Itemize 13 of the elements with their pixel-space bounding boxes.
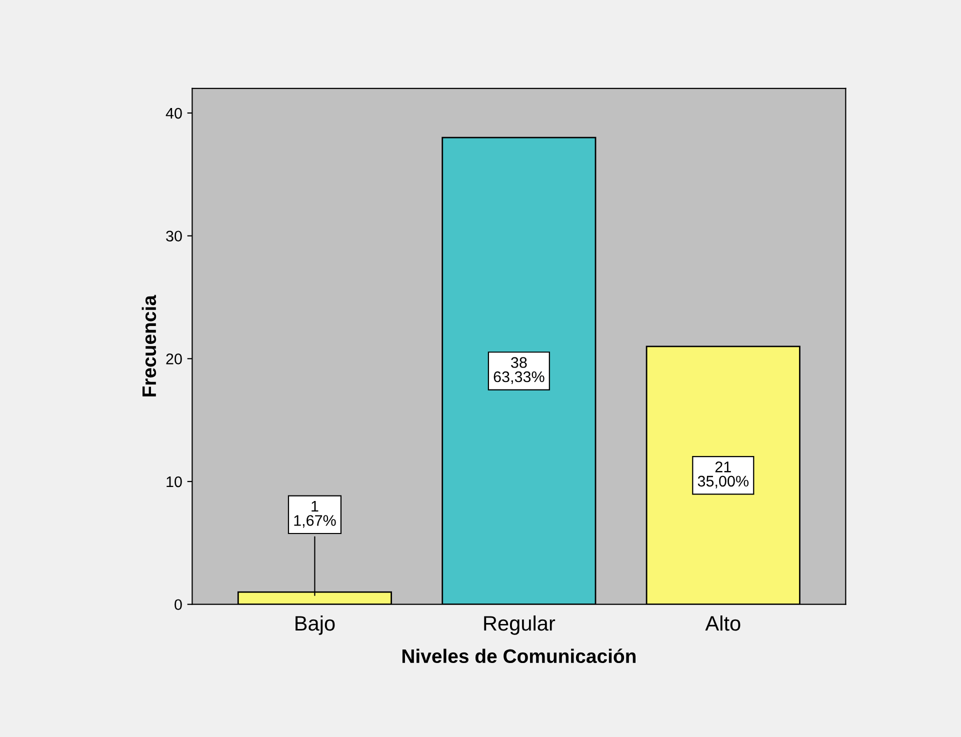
data-label: 38 63,33% bbox=[494, 357, 544, 384]
y-tick-label: 30 bbox=[166, 230, 182, 242]
y-axis-title: Frecuencia bbox=[142, 294, 156, 396]
y-tick-label: 10 bbox=[166, 476, 182, 488]
y-tick-label: 40 bbox=[166, 108, 182, 119]
x-tick-label: Bajo bbox=[296, 615, 335, 635]
data-label: 1 1,67% bbox=[294, 500, 336, 528]
y-tick-label: 20 bbox=[166, 354, 182, 364]
x-tick-label: Regular bbox=[484, 615, 556, 635]
y-tick-label: 0 bbox=[174, 599, 182, 610]
x-tick-label: Alto bbox=[705, 615, 740, 631]
data-label: 21 35,00% bbox=[698, 462, 749, 488]
x-axis-title: Niveles de Comunicación bbox=[402, 648, 636, 664]
